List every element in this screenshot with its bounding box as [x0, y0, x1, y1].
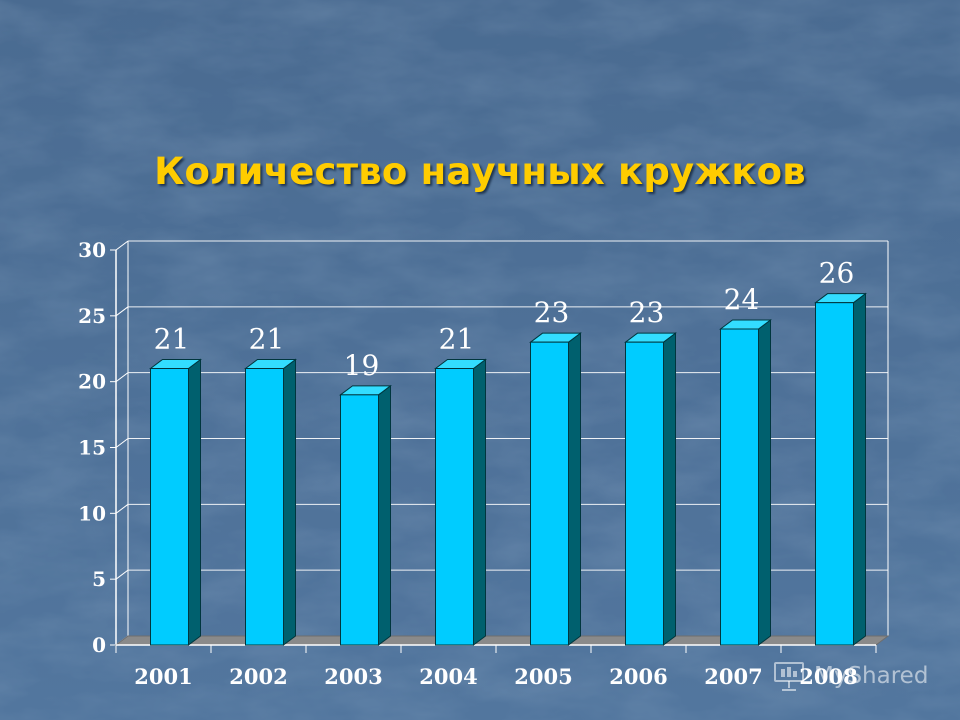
gridline-side [115, 306, 129, 317]
x-tick-label: 2003 [324, 664, 382, 689]
bar-side [283, 358, 296, 646]
x-tick-label: 2005 [514, 664, 572, 689]
watermark: MyShared [772, 656, 952, 696]
y-tick-label: 20 [78, 370, 106, 394]
y-tick-label: 10 [78, 501, 106, 525]
gridline-side [115, 569, 129, 580]
data-label: 21 [249, 323, 285, 356]
x-tick-label: 2008 [799, 664, 857, 689]
x-tick-label: 2004 [419, 664, 477, 689]
x-tick-label: 2001 [134, 664, 192, 689]
x-tick-label: 2007 [704, 664, 762, 689]
y-tick-label: 15 [78, 436, 106, 460]
bar [435, 368, 474, 646]
y-tick-label: 5 [92, 567, 106, 591]
bar [720, 328, 759, 646]
bar-side [568, 332, 581, 646]
data-label: 24 [724, 283, 760, 316]
bar-side [758, 319, 771, 646]
bar [245, 368, 284, 646]
data-label: 23 [629, 296, 665, 329]
data-label: 21 [154, 323, 190, 356]
x-tick-label: 2006 [609, 664, 667, 689]
bar [340, 394, 379, 646]
bar [625, 341, 664, 646]
data-label: 21 [439, 323, 475, 356]
gridline-side [115, 240, 129, 251]
bar [150, 368, 189, 646]
bar [815, 302, 854, 646]
bar-side [188, 358, 201, 646]
gridline-side [115, 503, 129, 514]
bar-side [378, 384, 391, 646]
data-label: 19 [344, 349, 380, 382]
bar-side [853, 292, 866, 646]
presentation-screen-icon [774, 662, 804, 691]
bar-side [473, 358, 486, 646]
data-label: 23 [534, 296, 570, 329]
y-tick-label: 0 [92, 633, 106, 657]
data-label: 26 [819, 257, 855, 290]
gridline-side [115, 372, 129, 383]
gridline-side [115, 438, 129, 448]
y-tick-label: 25 [78, 304, 106, 328]
watermark-text: MyShared [814, 663, 929, 689]
chart-floor [114, 635, 890, 646]
slide-title: Количество научных кружков [154, 150, 806, 193]
bar [530, 341, 569, 646]
bar-side [663, 332, 676, 646]
x-tick-label: 2002 [229, 664, 287, 689]
y-tick-label: 30 [78, 238, 106, 262]
